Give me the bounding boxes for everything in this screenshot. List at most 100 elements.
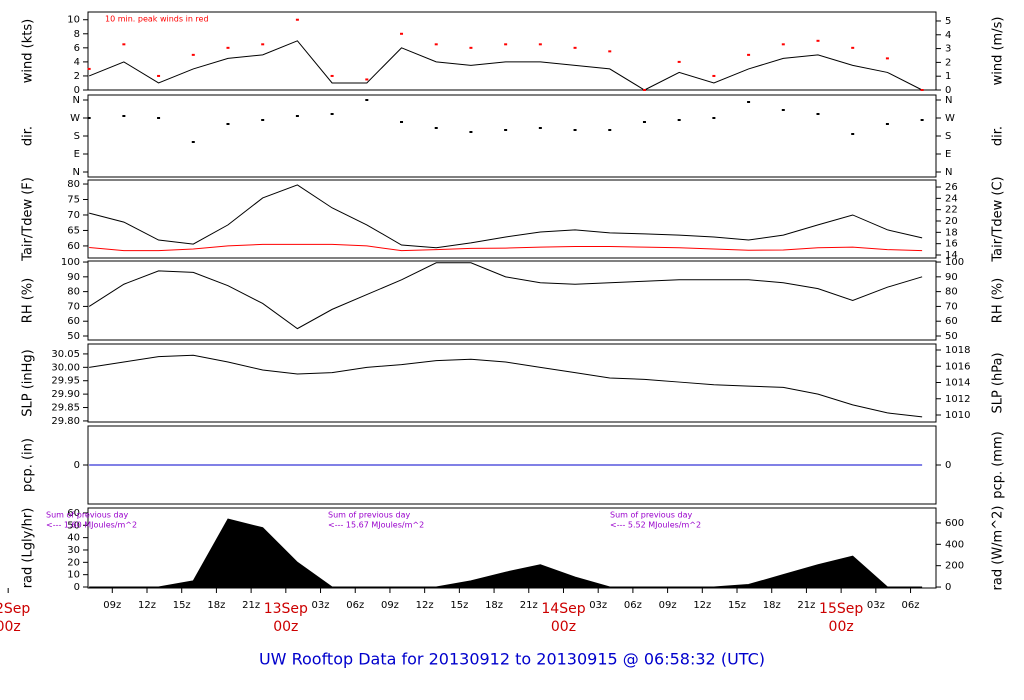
date-label: 00z	[273, 619, 298, 635]
y2-tick-label: 26	[945, 182, 958, 193]
y-tick-label: 30	[67, 545, 80, 556]
y2-tick-label: W	[945, 113, 955, 124]
panel-frame	[87, 507, 937, 589]
annotation: Sum of previous day	[328, 511, 410, 520]
panel-frame	[87, 260, 937, 341]
data-point	[295, 115, 299, 117]
y-axis-label: Tair/Tdew (F)	[21, 177, 36, 262]
y-tick-label: 80	[67, 179, 80, 190]
y2-tick-label: 18	[945, 227, 958, 238]
y2-axis-label: SLP (hPa)	[991, 352, 1006, 413]
y2-tick-label: 90	[945, 272, 958, 283]
y-tick-label: 2	[74, 71, 80, 82]
y2-axis-label: Tair/Tdew (C)	[991, 176, 1006, 262]
y-tick-label: 8	[74, 29, 80, 40]
x-tick-label: 09z	[659, 600, 677, 611]
data-point	[712, 74, 716, 77]
x-tick-label: 03z	[867, 600, 885, 611]
y-tick-label: 0	[74, 460, 80, 471]
x-tick-label: 21z	[797, 600, 815, 611]
annotation: Sum of previous day	[46, 511, 128, 520]
x-tick-label: 21z	[242, 600, 260, 611]
data-point	[885, 57, 889, 60]
date-label: 14Sep	[541, 601, 585, 617]
data-point	[365, 78, 369, 81]
x-tick-label: 03z	[589, 600, 607, 611]
data-point	[781, 109, 785, 111]
y-tick-label: N	[73, 167, 80, 178]
data-point	[851, 46, 855, 49]
y-axis-label: SLP (inHg)	[21, 349, 36, 417]
data-point	[920, 89, 924, 91]
data-point	[434, 127, 438, 129]
x-tick-label: 12z	[138, 600, 156, 611]
x-tick-label: 09z	[103, 600, 121, 611]
y-tick-label: 50	[67, 331, 80, 342]
x-tick-label: 12z	[693, 600, 711, 611]
y2-tick-label: 1016	[945, 361, 970, 372]
y-axis-label: dir.	[21, 126, 36, 146]
line	[89, 354, 923, 418]
annotation: <--- 5.52 MJoules/m^2	[610, 521, 701, 530]
y-tick-label: 0	[74, 85, 80, 96]
x-tick-label: 21z	[520, 600, 538, 611]
x-tick-label: 18z	[207, 600, 225, 611]
data-point	[608, 50, 612, 53]
data-point	[434, 43, 438, 46]
data-point	[642, 121, 646, 123]
y-tick-label: N	[73, 95, 80, 106]
data-point	[261, 43, 265, 46]
y2-tick-label: 1	[945, 71, 951, 82]
data-point	[712, 117, 716, 119]
data-point	[226, 46, 230, 49]
data-point	[469, 131, 473, 133]
y-tick-label: 10	[67, 570, 80, 581]
y-tick-label: 40	[67, 533, 80, 544]
y2-axis-label: pcp. (mm)	[991, 431, 1006, 498]
x-tick-label: 18z	[485, 600, 503, 611]
y2-tick-label: 22	[945, 205, 958, 216]
y2-tick-label: 70	[945, 301, 958, 312]
x-tick-label: 15z	[450, 600, 468, 611]
y2-tick-label: 600	[945, 518, 964, 529]
y2-tick-label: 200	[945, 561, 964, 572]
data-point	[295, 18, 299, 21]
x-tick-label: 03z	[312, 600, 330, 611]
data-point	[330, 74, 334, 77]
y-tick-label: E	[74, 149, 80, 160]
data-point	[469, 46, 473, 49]
y-tick-label: 60	[67, 241, 80, 252]
y2-axis-label: wind (m/s)	[991, 17, 1006, 86]
data-point	[157, 117, 161, 119]
data-point	[885, 123, 889, 125]
annotation: <--- 1.60 MJoules/m^2	[46, 521, 137, 530]
x-tick-label: 06z	[346, 600, 364, 611]
y-axis-label: RH (%)	[21, 278, 36, 323]
y-tick-label: 60	[67, 508, 80, 519]
data-point	[191, 53, 195, 56]
data-point	[781, 43, 785, 46]
y2-tick-label: 100	[945, 257, 964, 268]
data-point	[851, 133, 855, 135]
y-tick-label: 29.80	[51, 416, 80, 427]
data-point	[816, 113, 820, 115]
data-point	[538, 43, 542, 46]
y-tick-label: 100	[61, 257, 80, 268]
y-axis-label: rad (Lgly/hr)	[21, 508, 36, 589]
y-tick-label: W	[70, 113, 80, 124]
x-tick-label: 15z	[173, 600, 191, 611]
y2-axis-label: rad (W/m^2)	[991, 506, 1006, 591]
y2-tick-label: 14	[945, 250, 958, 261]
page-title: UW Rooftop Data for 20130912 to 20130915…	[259, 650, 765, 669]
y2-tick-label: 60	[945, 316, 958, 327]
y2-tick-label: 20	[945, 216, 958, 227]
line	[88, 40, 923, 91]
x-tick-label: 18z	[763, 600, 781, 611]
y-tick-label: 29.85	[51, 403, 80, 414]
y2-tick-label: E	[945, 149, 951, 160]
data-point	[677, 119, 681, 121]
y2-tick-label: 0	[945, 460, 951, 471]
x-tick-label: 15z	[728, 600, 746, 611]
data-point	[157, 74, 161, 77]
data-point	[677, 60, 681, 63]
